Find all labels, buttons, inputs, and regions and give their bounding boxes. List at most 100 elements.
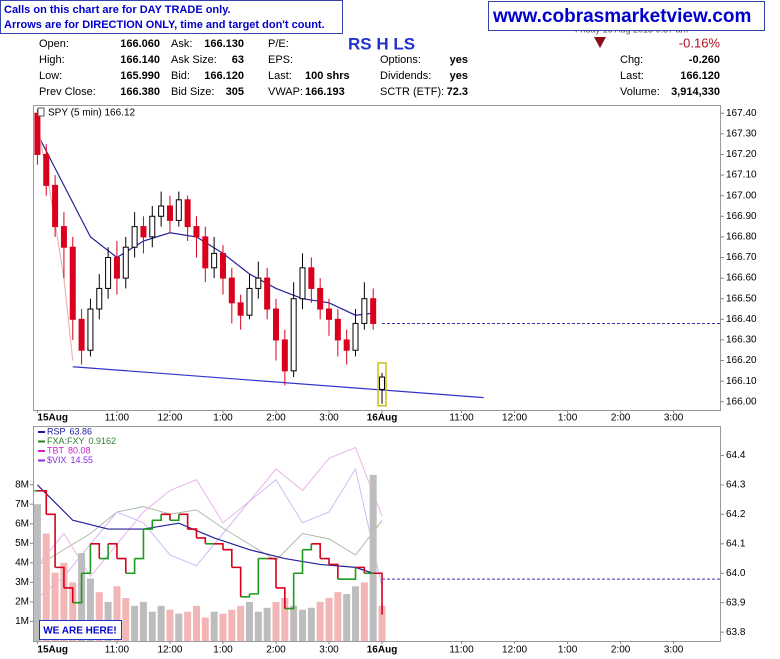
candle-body bbox=[113, 257, 120, 279]
volume-bar bbox=[263, 607, 271, 641]
quote-label: Bid Size: bbox=[171, 86, 214, 98]
volume-bar bbox=[184, 611, 192, 641]
price-step bbox=[37, 489, 48, 515]
candle-body bbox=[78, 318, 85, 351]
price-step bbox=[240, 593, 251, 598]
y-tick-label: 166.80 bbox=[726, 232, 757, 243]
y-tick-label: 166.00 bbox=[726, 396, 757, 407]
volume-bar bbox=[192, 605, 200, 641]
volume-bar bbox=[325, 598, 333, 641]
candle-body bbox=[237, 302, 244, 316]
quote-label: Low: bbox=[39, 70, 62, 82]
title-icon bbox=[37, 107, 45, 117]
price-step bbox=[46, 513, 56, 568]
x-tick-label: 15Aug bbox=[37, 413, 68, 424]
candle-body bbox=[96, 287, 103, 310]
price-step bbox=[346, 567, 357, 580]
quote-value: yes bbox=[450, 54, 468, 66]
quote-value: 63 bbox=[232, 54, 244, 66]
x-tick-label: 16Aug bbox=[367, 645, 398, 656]
price-step bbox=[320, 557, 330, 565]
x-tick-label: 16Aug bbox=[367, 413, 398, 424]
quote-label: High: bbox=[39, 54, 65, 66]
quote-label: EPS: bbox=[268, 54, 293, 66]
candle-body bbox=[281, 339, 288, 372]
volume-bar bbox=[166, 609, 174, 641]
quote-label: Dividends: bbox=[380, 70, 431, 82]
candle-body bbox=[334, 318, 341, 341]
candle-body bbox=[175, 199, 182, 221]
y2-tick-label: 6M bbox=[15, 518, 29, 529]
candle-body bbox=[193, 226, 200, 238]
volume-bar bbox=[290, 605, 298, 641]
candle-body bbox=[228, 277, 235, 304]
volume-bar bbox=[51, 572, 59, 641]
price-step bbox=[329, 563, 339, 580]
price-step bbox=[284, 573, 295, 610]
y2-tick-label: 4M bbox=[15, 557, 29, 568]
panel bbox=[33, 105, 721, 411]
quote-value: 166.060 bbox=[120, 38, 160, 50]
quote-value: 166.380 bbox=[120, 86, 160, 98]
legend-value: 80.08 bbox=[68, 445, 91, 455]
x-tick-label: 2:00 bbox=[266, 413, 286, 424]
y-tick-label: 63.9 bbox=[726, 597, 746, 608]
volume-bar bbox=[369, 474, 377, 641]
quote-label: Prev Close: bbox=[39, 86, 96, 98]
price-step bbox=[125, 558, 136, 575]
legend-value: 0.9162 bbox=[89, 436, 117, 446]
price-step bbox=[311, 543, 321, 559]
quote-label: Volume: bbox=[620, 86, 660, 98]
volume-bar bbox=[352, 586, 360, 641]
volume-bar bbox=[86, 578, 94, 641]
quote-label: Last: bbox=[268, 70, 292, 82]
y-tick-label: 166.10 bbox=[726, 376, 757, 387]
quote-value: 166.140 bbox=[120, 54, 160, 66]
x-tick-label: 3:00 bbox=[319, 645, 339, 656]
volume-bar bbox=[139, 601, 147, 641]
candle-body bbox=[255, 277, 262, 289]
legend-name: $VIX bbox=[47, 455, 67, 465]
change-pct: -0.16% bbox=[679, 35, 721, 50]
candle-body bbox=[361, 298, 368, 324]
quote-label: SCTR (ETF): bbox=[380, 86, 444, 98]
y-tick-label: 64.2 bbox=[726, 509, 746, 520]
volume-bar bbox=[298, 609, 306, 641]
overlay-line bbox=[37, 446, 383, 578]
highlight-box bbox=[377, 362, 387, 407]
x-tick-label: 1:00 bbox=[558, 645, 578, 656]
price-step bbox=[108, 543, 118, 559]
price-step bbox=[152, 514, 162, 522]
volume-bar bbox=[148, 611, 156, 641]
price-step bbox=[178, 513, 189, 530]
candle-body bbox=[370, 298, 377, 324]
panel bbox=[33, 426, 721, 642]
x-tick-label: 3:00 bbox=[664, 645, 684, 656]
y-tick-label: 166.30 bbox=[726, 335, 757, 346]
y-tick-label: 166.20 bbox=[726, 355, 757, 366]
volume-bar bbox=[378, 605, 386, 641]
volume-bar bbox=[245, 601, 253, 641]
volume-bar bbox=[131, 605, 139, 641]
price-step bbox=[55, 566, 65, 588]
x-tick-label: 1:00 bbox=[213, 645, 233, 656]
price-step bbox=[355, 566, 366, 574]
quote-value: 166.193 bbox=[305, 86, 345, 98]
y-tick-label: 63.8 bbox=[726, 627, 746, 638]
candle-body bbox=[317, 287, 324, 310]
quote-value: -0.260 bbox=[689, 54, 720, 66]
x-tick-label: 11:00 bbox=[449, 413, 474, 424]
y-tick-label: 166.60 bbox=[726, 273, 757, 284]
moving-average bbox=[36, 133, 374, 316]
price-step bbox=[143, 520, 154, 530]
overlay-line bbox=[37, 506, 383, 567]
candle-body bbox=[34, 112, 41, 155]
candle-body bbox=[140, 226, 147, 238]
quote-label: Ask: bbox=[171, 38, 192, 50]
volume-bar bbox=[316, 601, 324, 641]
volume-bar bbox=[219, 613, 227, 641]
volume-bar bbox=[272, 601, 280, 641]
price-step bbox=[90, 543, 101, 559]
candle-body bbox=[52, 184, 59, 228]
